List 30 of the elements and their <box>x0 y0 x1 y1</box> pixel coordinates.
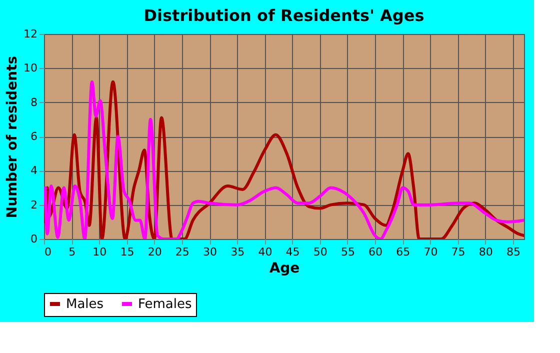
x-tick-label: 70 <box>424 246 438 258</box>
y-tick-label: 6 <box>30 130 38 143</box>
x-tick-label: 35 <box>230 246 245 258</box>
chart-title: Distribution of Residents' Ages <box>144 6 424 25</box>
x-tick-label: 10 <box>92 246 107 258</box>
x-tick-label: 60 <box>368 246 383 258</box>
x-tick-label: 85 <box>506 246 520 258</box>
x-tick-label: 5 <box>68 246 76 258</box>
y-axis-title: Number of residents <box>4 56 21 218</box>
x-tick-label: 50 <box>313 246 328 258</box>
x-tick-label: 80 <box>478 246 493 258</box>
x-tick-label: 25 <box>175 246 190 258</box>
x-tick-label: 20 <box>148 246 162 258</box>
x-tick-label: 15 <box>120 246 134 258</box>
legend-label: Males <box>66 297 104 312</box>
x-tick-label: 40 <box>258 246 272 258</box>
legend-label: Females <box>138 297 192 312</box>
x-tick-label: 0 <box>44 246 52 258</box>
x-tick-label: 30 <box>203 246 218 258</box>
x-tick-label: 75 <box>451 246 466 258</box>
y-tick-label: 0 <box>30 232 38 246</box>
y-tick-label: 2 <box>30 198 38 212</box>
y-tick-label: 10 <box>24 62 38 75</box>
x-axis-title: Age <box>269 260 300 276</box>
y-tick-label: 4 <box>30 164 38 178</box>
y-tick-label: 8 <box>30 96 38 109</box>
y-tick-label: 12 <box>24 28 38 40</box>
x-tick-label: 45 <box>286 246 300 258</box>
x-tick-label: 65 <box>396 246 410 258</box>
x-tick-label: 55 <box>340 246 355 258</box>
